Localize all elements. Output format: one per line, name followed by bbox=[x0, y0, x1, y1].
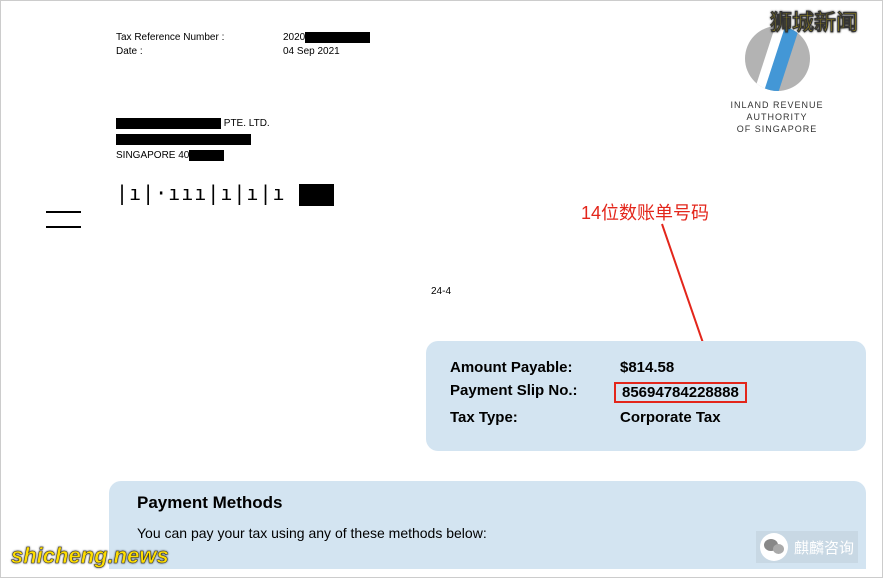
payment-slip-label: Payment Slip No.: bbox=[450, 382, 620, 403]
amount-payable-label: Amount Payable: bbox=[450, 359, 620, 376]
wechat-icon bbox=[760, 533, 788, 561]
date-value: 04 Sep 2021 bbox=[283, 45, 370, 59]
watermark-bottom-left: shicheng.news bbox=[11, 543, 169, 569]
payment-methods-title: Payment Methods bbox=[137, 493, 838, 513]
payment-methods-text: You can pay your tax using any of these … bbox=[137, 525, 838, 541]
payment-slip-row: Payment Slip No.: 85694784228888 bbox=[450, 382, 842, 403]
tax-type-value: Corporate Tax bbox=[620, 409, 721, 426]
payment-methods-box: Payment Methods You can pay your tax usi… bbox=[109, 481, 866, 569]
tax-ref-value: 2020 bbox=[283, 31, 370, 45]
amount-payable-value: $814.58 bbox=[620, 359, 674, 376]
tax-ref-label: Tax Reference Number : bbox=[116, 31, 224, 45]
header-values: 2020 04 Sep 2021 bbox=[283, 31, 370, 59]
iras-logo-text: INLAND REVENUE AUTHORITY OF SINGAPORE bbox=[707, 99, 847, 135]
date-label: Date : bbox=[116, 45, 224, 59]
watermark-bottom-right: 麒麟咨询 bbox=[756, 531, 858, 563]
payment-slip-value: 85694784228888 bbox=[614, 382, 747, 403]
amount-payable-row: Amount Payable: $814.58 bbox=[450, 359, 842, 376]
fold-marker bbox=[46, 211, 81, 213]
payment-summary-box: Amount Payable: $814.58 Payment Slip No.… bbox=[426, 341, 866, 451]
header-labels: Tax Reference Number : Date : bbox=[116, 31, 224, 59]
tax-type-row: Tax Type: Corporate Tax bbox=[450, 409, 842, 426]
page-number: 24-4 bbox=[431, 286, 451, 297]
recipient-address: PTE. LTD. SINGAPORE 40 bbox=[116, 116, 270, 164]
fold-marker bbox=[46, 226, 81, 228]
iras-logo: INLAND REVENUE AUTHORITY OF SINGAPORE bbox=[707, 26, 847, 135]
tax-type-label: Tax Type: bbox=[450, 409, 620, 426]
annotation-text: 14位数账单号码 bbox=[581, 199, 709, 225]
barcode: |ı|·ııı|ı|ı|ı bbox=[116, 181, 334, 206]
watermark-top: 狮城新闻 bbox=[770, 5, 858, 37]
